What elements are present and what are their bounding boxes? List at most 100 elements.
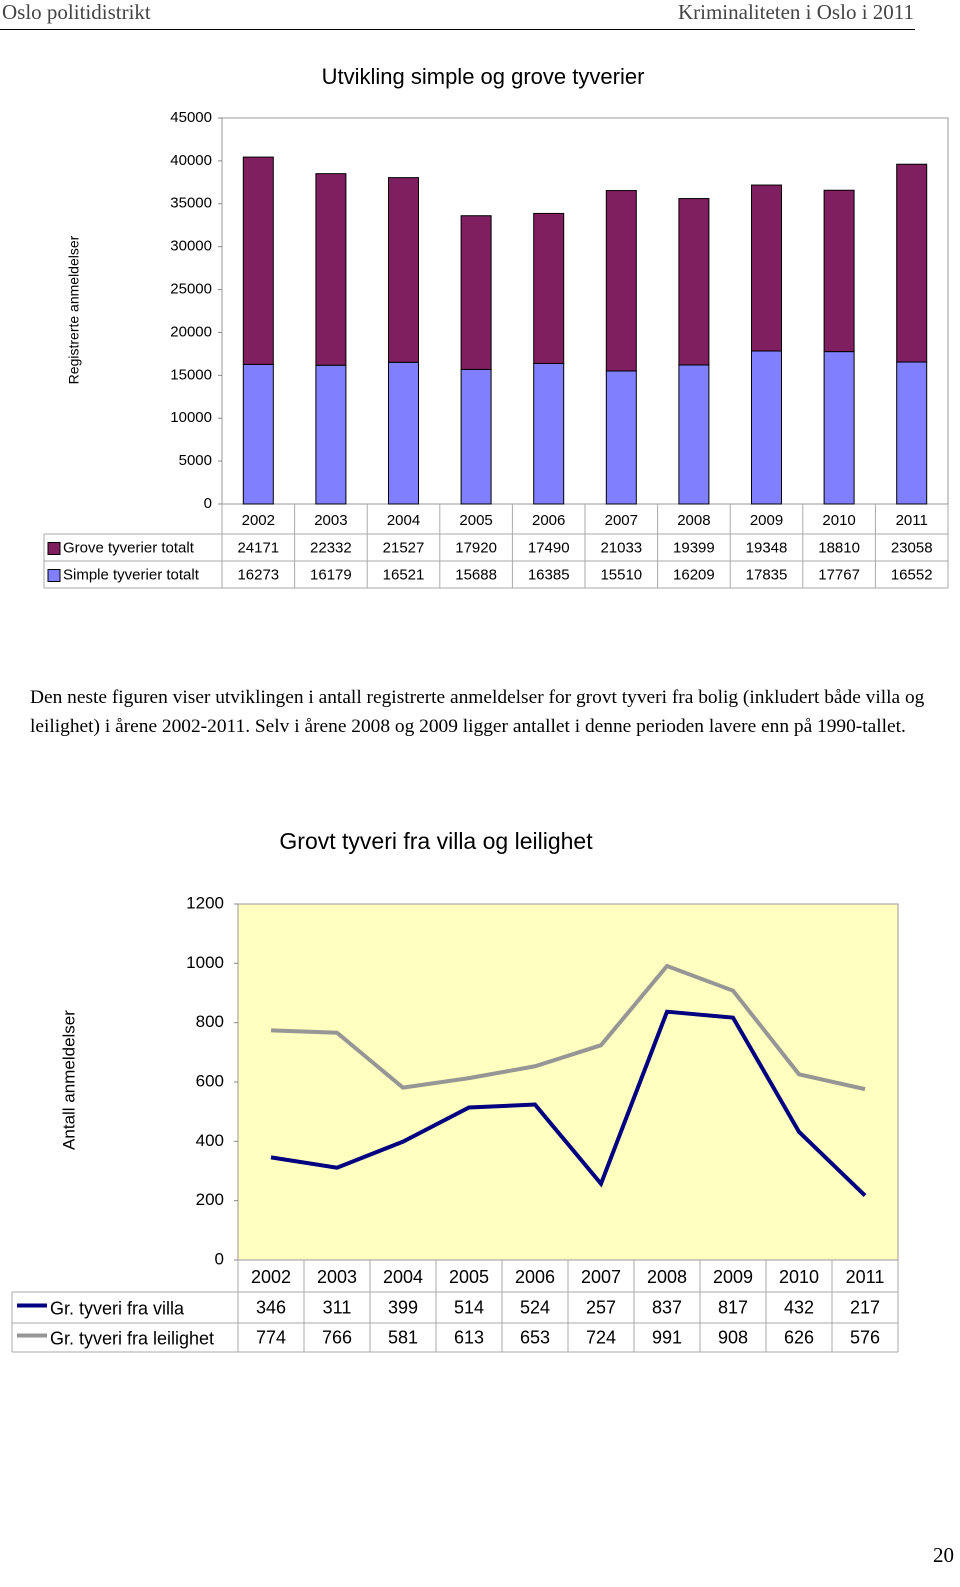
x-tick-label: 2006	[515, 1267, 555, 1287]
header-rule	[0, 29, 915, 30]
bar-segment	[605, 370, 637, 505]
bar-segment	[242, 363, 274, 505]
y-tick-label: 0	[215, 1249, 224, 1268]
table-value: 524	[520, 1297, 550, 1317]
table-value: 23058	[891, 539, 933, 556]
x-tick-label: 2007	[605, 512, 638, 529]
bar-segment	[896, 163, 928, 363]
y-tick-label: 1200	[186, 893, 224, 912]
y-tick-label: 200	[196, 1190, 224, 1209]
table-value: 432	[784, 1297, 814, 1317]
table-value: 17490	[528, 539, 570, 556]
table-value: 17767	[818, 566, 860, 583]
table-value: 399	[388, 1297, 418, 1317]
x-tick-label: 2006	[532, 512, 565, 529]
table-value: 576	[850, 1327, 880, 1347]
bar-segment	[460, 215, 492, 370]
bar-segment	[315, 364, 347, 505]
y-tick-label: 1000	[186, 953, 224, 972]
bar-segment	[823, 189, 855, 353]
table-value: 22332	[310, 539, 352, 556]
table-value: 991	[652, 1327, 682, 1347]
table-value: 16209	[673, 566, 715, 583]
table-value: 21527	[383, 539, 425, 556]
header-right: Kriminaliteten i Oslo i 2011	[677, 0, 914, 24]
table-value: 21033	[600, 539, 642, 556]
table-value: 16385	[528, 566, 570, 583]
x-tick-label: 2003	[317, 1267, 357, 1287]
bar-segment	[315, 173, 347, 366]
x-tick-label: 2004	[383, 1267, 423, 1287]
x-tick-label: 2011	[896, 512, 928, 529]
legend-label: Gr. tyveri fra villa	[50, 1298, 185, 1318]
legend-label: Gr. tyveri fra leilighet	[50, 1328, 214, 1348]
line-series	[270, 1009, 867, 1198]
table-value: 514	[454, 1297, 484, 1317]
x-tick-label: 2009	[750, 512, 783, 529]
y-tick-label: 45000	[170, 109, 212, 126]
table-value: 217	[850, 1297, 880, 1317]
y-tick-label: 40000	[170, 152, 212, 169]
table-value: 613	[454, 1327, 484, 1347]
y-tick-label: 0	[204, 495, 212, 512]
bar-segment	[388, 177, 419, 363]
x-tick-label: 2003	[314, 512, 347, 529]
bar-segment	[896, 361, 928, 505]
chart-title: Utvikling simple og grove tyverier	[322, 64, 645, 89]
table-value: 908	[718, 1327, 748, 1347]
plot-area	[237, 903, 899, 1261]
y-tick-label: 15000	[170, 366, 212, 383]
table-value: 17835	[746, 566, 788, 583]
page-number: 20	[933, 1543, 954, 1567]
paragraph: Den neste figuren viser utviklingen i an…	[30, 687, 925, 737]
bar-segment	[751, 350, 782, 505]
bar-segment	[533, 362, 565, 505]
table-value: 257	[586, 1297, 616, 1317]
table-value: 16552	[891, 566, 933, 583]
header-left: Oslo politidistrikt	[2, 0, 151, 24]
bar-segment	[678, 198, 710, 366]
y-tick-label: 600	[196, 1071, 224, 1090]
y-tick-label: 10000	[170, 409, 212, 426]
table-value: 311	[323, 1297, 352, 1317]
table-value: 19399	[673, 539, 715, 556]
table-value: 346	[256, 1297, 286, 1317]
x-tick-label: 2002	[251, 1267, 291, 1287]
table-value: 724	[586, 1327, 616, 1347]
table-value: 16521	[383, 566, 425, 583]
bar-segment	[823, 351, 855, 505]
y-tick-label: 20000	[170, 323, 212, 340]
x-tick-label: 2004	[387, 512, 420, 529]
table-value: 766	[322, 1327, 352, 1347]
x-tick-label: 2010	[822, 512, 855, 529]
table-value: 581	[388, 1327, 418, 1347]
y-tick-label: 35000	[170, 195, 212, 212]
y-axis-label: Antall anmeldelser	[59, 1010, 78, 1150]
table-value: 626	[784, 1327, 814, 1347]
table-value: 16273	[237, 566, 279, 583]
legend-label: Simple tyverier totalt	[63, 566, 200, 583]
bar-segment	[533, 212, 565, 364]
legend-swatch	[47, 569, 61, 582]
table-value: 653	[520, 1327, 550, 1347]
x-tick-label: 2008	[647, 1267, 687, 1287]
bar-segment	[678, 364, 710, 505]
table-value: 774	[256, 1327, 286, 1347]
x-tick-label: 2010	[779, 1267, 819, 1287]
line-series	[270, 963, 866, 1092]
legend-label: Grove tyverier totalt	[63, 539, 195, 556]
bar-segment	[460, 368, 492, 505]
x-tick-label: 2008	[677, 512, 710, 529]
y-tick-label: 25000	[170, 281, 212, 298]
table-value: 837	[652, 1297, 682, 1317]
bar-segment	[751, 184, 782, 352]
table-value: 15688	[455, 566, 497, 583]
chart-title: Grovt tyveri fra villa og leilighet	[279, 828, 593, 854]
y-tick-label: 30000	[170, 238, 212, 255]
table-value: 18810	[818, 539, 860, 556]
x-tick-label: 2007	[581, 1267, 621, 1287]
x-tick-label: 2011	[846, 1267, 885, 1287]
table-value: 19348	[746, 539, 788, 556]
